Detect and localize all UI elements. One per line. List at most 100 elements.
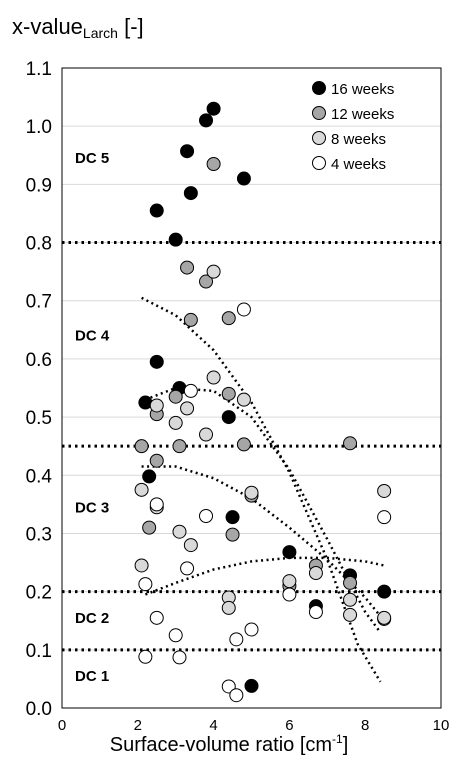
data-point bbox=[134, 439, 149, 454]
data-point bbox=[168, 389, 183, 404]
data-point bbox=[282, 545, 297, 560]
x-axis-title: Surface-volume ratio [cm-1] bbox=[109, 732, 349, 756]
data-point bbox=[343, 436, 358, 451]
data-point bbox=[149, 398, 164, 413]
data-point bbox=[172, 524, 187, 539]
data-point bbox=[229, 632, 244, 647]
data-point bbox=[138, 577, 153, 592]
data-point bbox=[172, 439, 187, 454]
y-tick-labels: 0.0 0.1 0.2 0.3 0.4 0.5 0.6 0.7 0.8 0.9 1.0 1.1 bbox=[26, 59, 53, 720]
data-point bbox=[236, 302, 251, 317]
data-point bbox=[142, 520, 157, 535]
legend-label: 16 weeks bbox=[331, 81, 394, 98]
data-point bbox=[377, 510, 392, 525]
data-point bbox=[149, 453, 164, 468]
data-point bbox=[236, 392, 251, 407]
data-point bbox=[180, 144, 195, 159]
data-point bbox=[206, 157, 221, 171]
data-point bbox=[244, 485, 259, 500]
data-point bbox=[183, 538, 198, 553]
data-point bbox=[236, 437, 251, 452]
data-point bbox=[343, 607, 358, 622]
legend-label: 8 weeks bbox=[331, 131, 386, 148]
plot-area bbox=[61, 67, 442, 709]
data-point bbox=[308, 566, 323, 581]
zone-label: DC 1 bbox=[75, 668, 109, 685]
x-tick-label: 0 bbox=[58, 717, 66, 734]
y-tick-label: 1.0 bbox=[26, 117, 52, 138]
data-point bbox=[168, 415, 183, 430]
trendline bbox=[141, 465, 386, 622]
trendline bbox=[141, 296, 382, 683]
zone-label: DC 4 bbox=[75, 328, 110, 345]
legend-marker bbox=[312, 81, 326, 95]
zone-label: DC 5 bbox=[75, 150, 109, 167]
data-point bbox=[183, 312, 198, 327]
data-point bbox=[180, 260, 195, 275]
data-point bbox=[377, 483, 392, 498]
x-tick-label: 2 bbox=[134, 717, 142, 734]
data-point bbox=[206, 101, 221, 116]
legend-label: 12 weeks bbox=[331, 106, 394, 123]
data-point bbox=[244, 678, 259, 693]
zone-label: DC 3 bbox=[75, 499, 109, 516]
data-point bbox=[244, 622, 259, 637]
data-points bbox=[134, 101, 392, 703]
data-point bbox=[183, 186, 198, 201]
data-point bbox=[180, 561, 195, 576]
data-point bbox=[142, 469, 157, 484]
data-point bbox=[221, 311, 236, 326]
data-point bbox=[308, 605, 323, 619]
data-point bbox=[134, 482, 149, 497]
legend: 16 weeks 12 weeks 8 weeks 4 weeks bbox=[312, 81, 394, 173]
data-point bbox=[199, 274, 214, 289]
data-point bbox=[343, 575, 358, 590]
data-point bbox=[149, 203, 164, 218]
data-point bbox=[180, 401, 195, 416]
data-point bbox=[183, 383, 198, 398]
data-point bbox=[377, 610, 392, 625]
trendline bbox=[144, 556, 385, 596]
y-tick-label: 1.1 bbox=[26, 59, 52, 80]
grid-lines bbox=[62, 125, 441, 651]
data-point bbox=[282, 574, 297, 589]
data-point bbox=[199, 509, 214, 523]
data-point bbox=[221, 600, 236, 615]
data-point bbox=[229, 688, 244, 703]
data-point bbox=[138, 649, 153, 664]
y-tick-label: 0.8 bbox=[26, 234, 52, 255]
threshold-lines bbox=[62, 241, 441, 652]
data-point bbox=[149, 354, 164, 369]
data-point bbox=[168, 232, 183, 247]
y-tick-label: 0.7 bbox=[26, 292, 52, 313]
trendlines bbox=[141, 296, 386, 683]
data-point bbox=[206, 264, 221, 279]
y-tick-label: 0.5 bbox=[26, 408, 52, 429]
y-tick-label: 0.3 bbox=[26, 524, 52, 545]
x-tick-label: 4 bbox=[209, 717, 217, 734]
y-tick-label: 0.1 bbox=[26, 641, 52, 662]
data-point bbox=[225, 510, 240, 525]
y-tick-label: 0.4 bbox=[26, 466, 53, 487]
zone-labels: DC 5 DC 4 DC 3 DC 2 DC 1 bbox=[75, 150, 110, 685]
data-point bbox=[206, 370, 221, 385]
data-point bbox=[377, 584, 392, 599]
y-tick-label: 0.9 bbox=[26, 175, 52, 196]
data-point bbox=[168, 628, 183, 643]
data-point bbox=[221, 386, 236, 401]
x-tick-label: 8 bbox=[361, 717, 369, 734]
legend-marker bbox=[312, 106, 326, 120]
legend-label: 4 weeks bbox=[331, 156, 386, 173]
y-tick-label: 0.0 bbox=[26, 699, 52, 720]
x-tick-label: 10 bbox=[433, 717, 450, 734]
x-tick-labels: 0 2 4 6 8 10 bbox=[58, 717, 450, 734]
data-point bbox=[134, 558, 149, 573]
data-point bbox=[225, 527, 240, 542]
legend-marker bbox=[312, 131, 326, 145]
data-point bbox=[199, 113, 214, 128]
data-point bbox=[282, 587, 297, 602]
zone-label: DC 2 bbox=[75, 610, 109, 627]
data-point bbox=[149, 610, 164, 625]
data-point bbox=[236, 171, 251, 186]
